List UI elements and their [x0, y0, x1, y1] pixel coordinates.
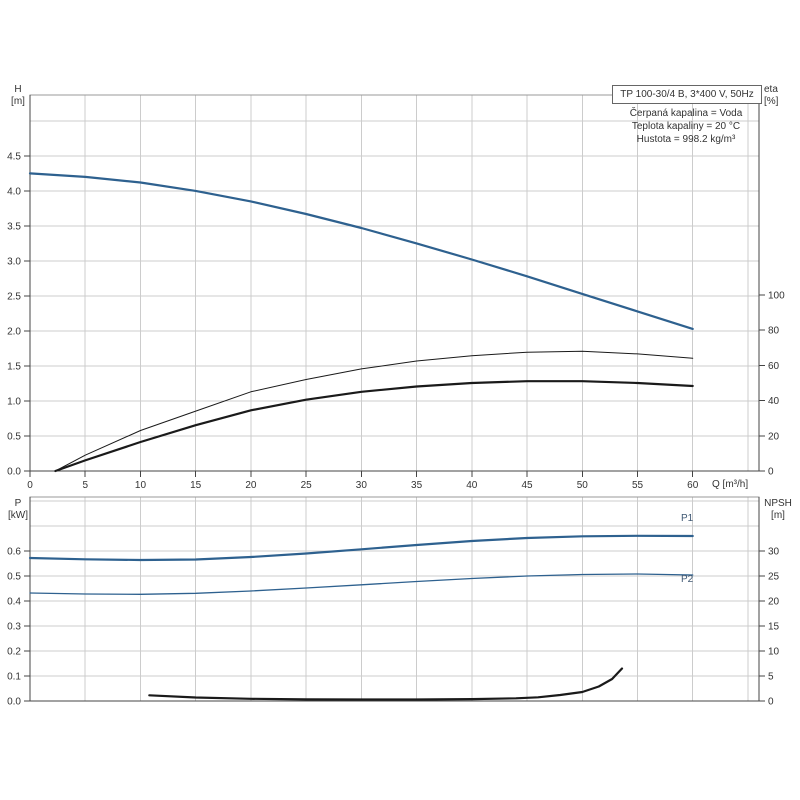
plot-frame [29, 94, 760, 472]
condition-liquid: Čerpaná kapalina = Voda [629, 108, 743, 119]
h-axis-label: H [m] [4, 84, 32, 108]
left-tick-label: 0.0 [7, 697, 21, 708]
right-tick-label: 60 [768, 361, 780, 372]
pump-title-box: TP 100-30/4 B, 3*400 V, 50Hz [612, 85, 762, 104]
p1-curve [28, 534, 694, 562]
left-tick-label: 2.5 [7, 291, 21, 302]
x-tick-label: 25 [301, 480, 313, 491]
left-tick-label: 0.1 [7, 672, 21, 683]
x-tick-label: 0 [27, 480, 33, 491]
x-tick-label: 30 [356, 480, 368, 491]
left-tick-label: 4.5 [7, 151, 21, 162]
right-tick-label: 0 [768, 697, 774, 708]
x-tick-label: 55 [632, 480, 644, 491]
left-tick-label: 0.3 [7, 622, 21, 633]
x-tick-label: 45 [521, 480, 533, 491]
right-tick-label: 40 [768, 396, 780, 407]
left-tick-label: 3.0 [7, 256, 21, 267]
eta-axis-symbol: eta [764, 84, 778, 95]
h-axis-symbol: H [14, 84, 22, 95]
left-tick-label: 0.2 [7, 647, 21, 658]
right-tick-label: 5 [768, 672, 774, 683]
p-axis-symbol: P [14, 498, 22, 509]
eta-axis-label: eta [%] [764, 84, 794, 108]
right-tick-label: 0 [768, 467, 774, 478]
q-axis-label: Q [m³/h] [712, 479, 749, 490]
x-tick-label: 35 [411, 480, 423, 491]
left-tick-label: 2.0 [7, 326, 21, 337]
p2-curve [29, 573, 694, 595]
plot-frame [29, 496, 760, 702]
right-tick-label: 25 [768, 572, 780, 583]
right-tick-label: 20 [768, 431, 780, 442]
eta-total-curve [54, 380, 694, 473]
x-tick-label: 50 [577, 480, 589, 491]
condition-density: Hustota = 998.2 kg/m³ [636, 134, 736, 145]
npsh-axis-label: NPSH [m] [760, 498, 796, 522]
right-tick-label: 80 [768, 326, 780, 337]
right-tick-label: 20 [768, 597, 780, 608]
right-tick-label: 10 [768, 647, 780, 658]
right-tick-label: 30 [768, 547, 780, 558]
left-tick-label: 1.0 [7, 396, 21, 407]
p2-curve-label: P2 [681, 574, 694, 585]
p1-curve-label: P1 [681, 513, 694, 524]
x-tick-label: 10 [135, 480, 147, 491]
left-tick-label: 0.5 [7, 572, 21, 583]
npsh-axis-symbol: NPSH [764, 498, 792, 509]
x-tick-label: 60 [687, 480, 699, 491]
left-tick-label: 0.5 [7, 431, 21, 442]
left-tick-label: 0.0 [7, 467, 21, 478]
x-tick-label: 20 [245, 480, 257, 491]
left-tick-label: 1.5 [7, 361, 21, 372]
npsh-curve [148, 667, 624, 701]
x-tick-label: 5 [82, 480, 88, 491]
right-tick-label: 100 [768, 290, 785, 301]
left-tick-label: 0.4 [7, 597, 21, 608]
left-tick-label: 3.5 [7, 221, 21, 232]
head-curve [28, 172, 694, 330]
p-axis-label: P [kW] [4, 498, 32, 522]
left-tick-label: 0.6 [7, 547, 21, 558]
condition-temperature: Teplota kapaliny = 20 °C [631, 121, 741, 132]
h-axis-unit: [m] [11, 96, 25, 107]
x-tick-label: 40 [466, 480, 478, 491]
x-tick-label: 15 [190, 480, 202, 491]
eta-axis-unit: [%] [764, 96, 779, 107]
npsh-axis-unit: [m] [771, 510, 785, 521]
left-tick-label: 4.0 [7, 186, 21, 197]
operating-conditions: Čerpaná kapalina = Voda Teplota kapaliny… [608, 107, 764, 146]
eta-pump-curve [54, 350, 694, 472]
p-axis-unit: [kW] [8, 510, 28, 521]
right-tick-label: 15 [768, 622, 780, 633]
